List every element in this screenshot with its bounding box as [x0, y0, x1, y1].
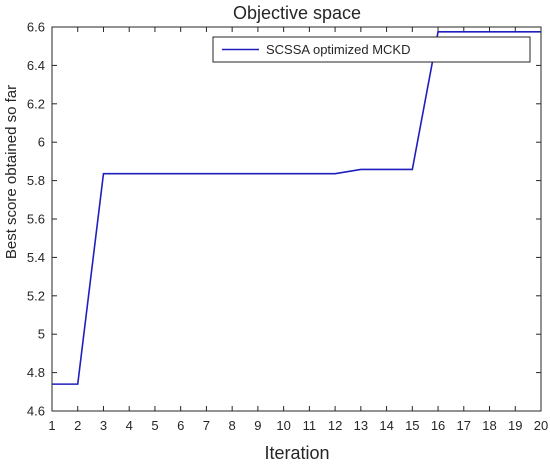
x-tick-label: 15: [405, 418, 419, 433]
legend-entry-label: SCSSA optimized MCKD: [266, 42, 411, 57]
x-tick-label: 13: [354, 418, 368, 433]
x-tick-label: 9: [254, 418, 261, 433]
x-tick-label: 6: [177, 418, 184, 433]
plot-frame: [51, 26, 542, 412]
x-tick-label: 2: [74, 418, 81, 433]
chart-title: Objective space: [233, 3, 361, 23]
x-tick-label: 19: [508, 418, 522, 433]
y-tick-label: 5.6: [27, 212, 45, 227]
x-tick-label: 11: [303, 418, 317, 433]
y-tick-label: 5: [38, 327, 45, 342]
y-tick-label: 4.8: [27, 365, 45, 380]
x-tick-label: 5: [151, 418, 158, 433]
x-tick-label: 12: [328, 418, 342, 433]
plot-area: 1 2 3 4 5 6 7 8 9 10 11 12 13 14 15 16 17 18 19 204.64.855.…: [27, 20, 548, 434]
y-tick-label: 6.2: [27, 96, 45, 111]
y-tick-label: 4.6: [27, 404, 45, 419]
x-tick-label: 8: [229, 418, 236, 433]
x-tick-label: 20: [534, 418, 548, 433]
series-line-0: [52, 30, 541, 385]
x-axis-label: Iteration: [264, 443, 329, 463]
y-tick-label: 6.4: [27, 58, 45, 73]
x-tick-label: 14: [379, 418, 393, 433]
x-tick-label: 3: [100, 418, 107, 433]
y-tick-label: 5.2: [27, 288, 45, 303]
legend-box: [212, 36, 531, 63]
y-tick-label: 6: [38, 135, 45, 150]
y-axis-label: Best score obtained so far: [3, 85, 20, 259]
x-tick-label: 7: [203, 418, 210, 433]
y-tick-label: 5.4: [27, 250, 45, 265]
y-tick-label: 6.6: [27, 20, 45, 35]
x-tick-label: 18: [482, 418, 496, 433]
x-tick-label: 16: [431, 418, 445, 433]
x-tick-label: 4: [126, 418, 133, 433]
x-tick-label: 17: [457, 418, 471, 433]
y-tick-label: 5.8: [27, 173, 45, 188]
x-tick-label: 10: [276, 418, 290, 433]
x-tick-label: 1: [48, 418, 55, 433]
